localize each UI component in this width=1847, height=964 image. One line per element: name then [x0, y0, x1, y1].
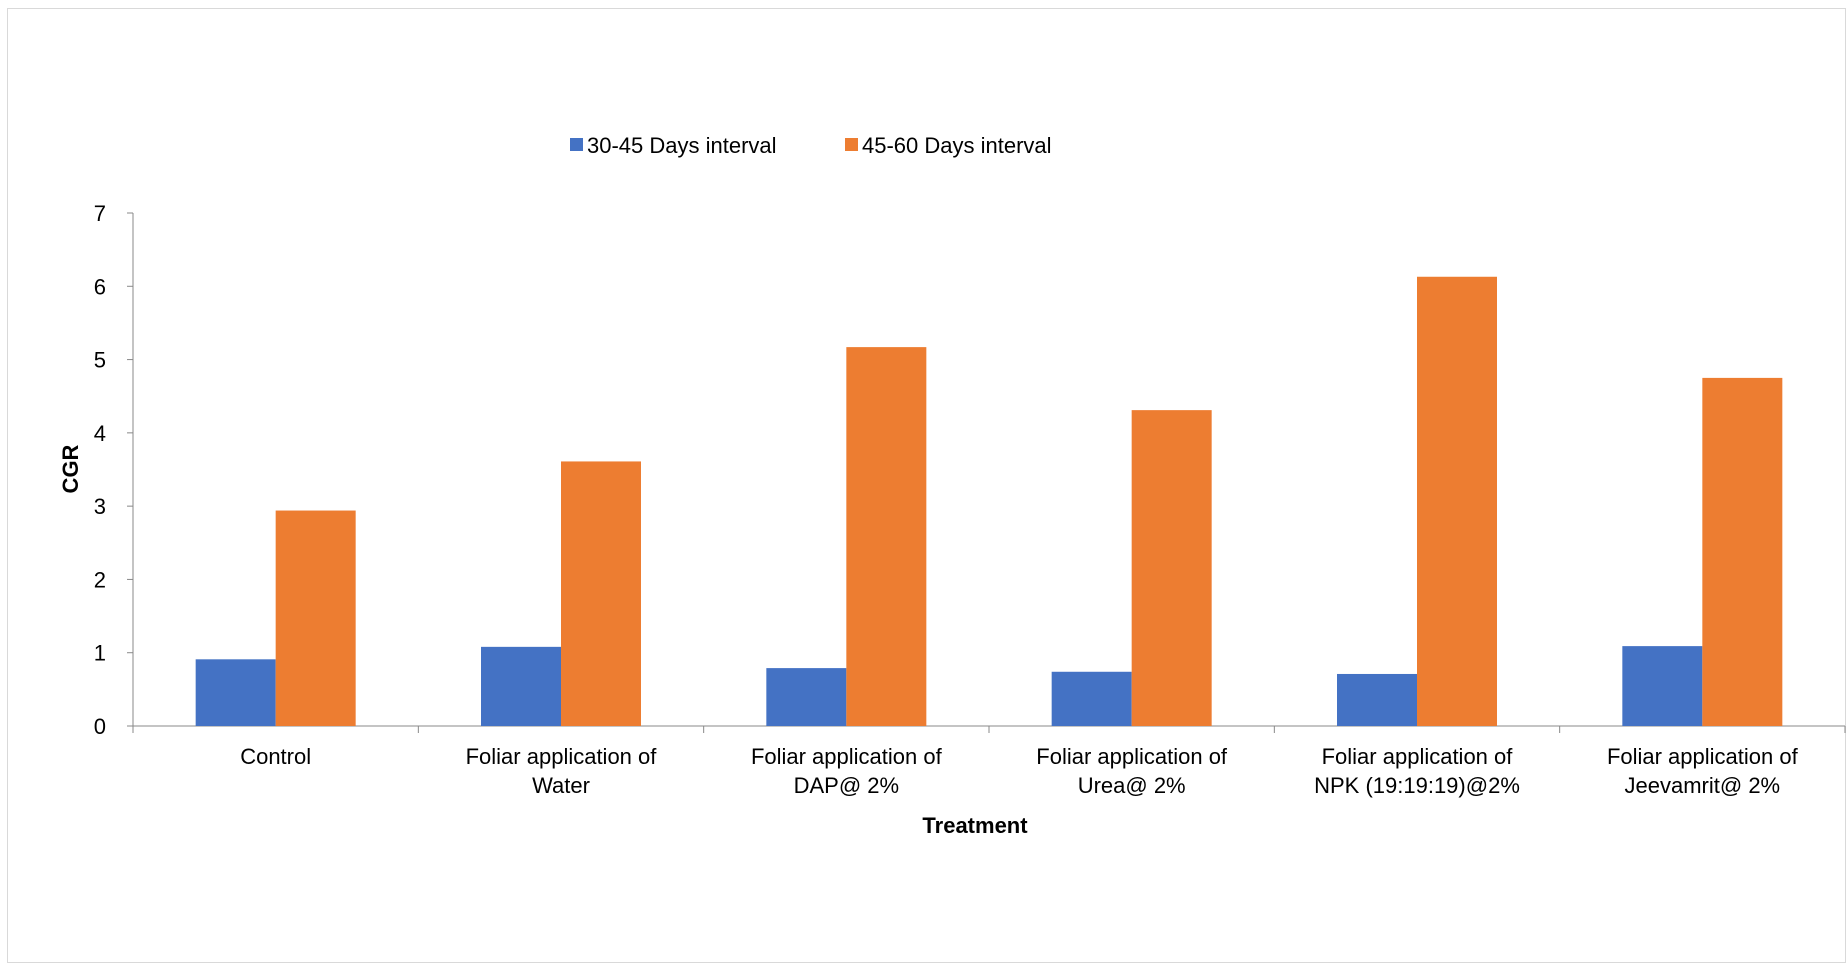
y-axis-label: CGR: [58, 444, 83, 493]
chart-frame: [7, 8, 1846, 963]
x-tick-label-line: Water: [532, 773, 590, 798]
y-axis: 0 1 2 3 4 5 6 7: [94, 201, 134, 739]
x-tick-label-line: Control: [240, 744, 311, 769]
x-tick-label-line: Foliar application of: [1322, 744, 1514, 769]
x-axis-label: Treatment: [922, 813, 1028, 838]
y-tick-label: 0: [94, 714, 106, 739]
bar-series-2: [275, 510, 356, 726]
x-tick-label: Foliar application of Jeevamrit@ 2%: [1607, 744, 1799, 798]
bar-series-2: [1131, 410, 1212, 726]
x-tick-label: Foliar application of Urea@ 2%: [1036, 744, 1228, 798]
bar-series-1: [481, 646, 561, 726]
legend: 30-45 Days interval 45-60 Days interval: [570, 133, 1052, 158]
x-tick-label-line: Foliar application of: [1036, 744, 1228, 769]
legend-label: 45-60 Days interval: [862, 133, 1052, 158]
y-tick-label: 1: [94, 641, 106, 666]
bar-series-1: [1337, 673, 1417, 726]
x-tick-label: Foliar application of NPK (19:19:19)@2%: [1314, 744, 1520, 798]
y-tick-label: 5: [94, 348, 106, 373]
y-tick-label: 7: [94, 201, 106, 226]
y-tick-label: 2: [94, 567, 106, 592]
y-tick-label: 6: [94, 274, 106, 299]
x-tick-label-line: DAP@ 2%: [794, 773, 899, 798]
x-tick-label-line: Jeevamrit@ 2%: [1625, 773, 1781, 798]
x-tick-label: Control: [240, 744, 311, 769]
legend-swatch: [570, 138, 583, 151]
bar-series-1: [766, 668, 847, 726]
x-tick-label: Foliar application of DAP@ 2%: [751, 744, 943, 798]
bar-series-1: [195, 659, 276, 726]
bar-series-2: [1417, 276, 1497, 726]
y-tick-label: 4: [94, 421, 106, 446]
x-tick-label-line: Foliar application of: [466, 744, 658, 769]
x-tick-label-line: Urea@ 2%: [1078, 773, 1186, 798]
x-tick-label-line: Foliar application of: [751, 744, 943, 769]
bar-series-1: [1622, 646, 1703, 726]
x-tick-label-line: NPK (19:19:19)@2%: [1314, 773, 1520, 798]
x-tick-label: Foliar application of Water: [466, 744, 658, 798]
bar-series-2: [561, 461, 641, 726]
x-axis: Control Foliar application of WaterFoliar …: [132, 725, 1846, 798]
bar-series-1: [1051, 671, 1132, 726]
y-tick-label: 3: [94, 494, 106, 519]
legend-label: 30-45 Days interval: [587, 133, 777, 158]
bar-series-2: [846, 347, 927, 726]
bars-group: [195, 276, 1783, 726]
legend-swatch: [845, 138, 858, 151]
x-tick-label-line: Foliar application of: [1607, 744, 1799, 769]
bar-series-2: [1702, 377, 1783, 726]
